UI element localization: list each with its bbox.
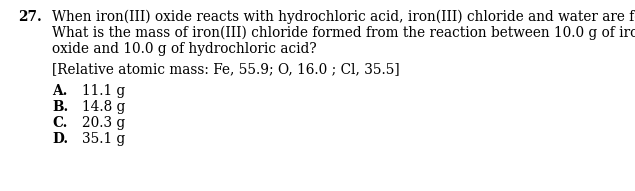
Text: 14.8 g: 14.8 g — [82, 100, 125, 114]
Text: A.: A. — [52, 84, 67, 98]
Text: When iron(III) oxide reacts with hydrochloric acid, iron(III) chloride and water: When iron(III) oxide reacts with hydroch… — [52, 10, 635, 24]
Text: 20.3 g: 20.3 g — [82, 116, 125, 130]
Text: D.: D. — [52, 132, 68, 146]
Text: C.: C. — [52, 116, 67, 130]
Text: 27.: 27. — [18, 10, 42, 24]
Text: [Relative atomic mass: Fe, 55.9; O, 16.0 ; Cl, 35.5]: [Relative atomic mass: Fe, 55.9; O, 16.0… — [52, 62, 399, 76]
Text: B.: B. — [52, 100, 68, 114]
Text: oxide and 10.0 g of hydrochloric acid?: oxide and 10.0 g of hydrochloric acid? — [52, 42, 317, 56]
Text: 35.1 g: 35.1 g — [82, 132, 125, 146]
Text: What is the mass of iron(III) chloride formed from the reaction between 10.0 g o: What is the mass of iron(III) chloride f… — [52, 26, 635, 40]
Text: 11.1 g: 11.1 g — [82, 84, 125, 98]
